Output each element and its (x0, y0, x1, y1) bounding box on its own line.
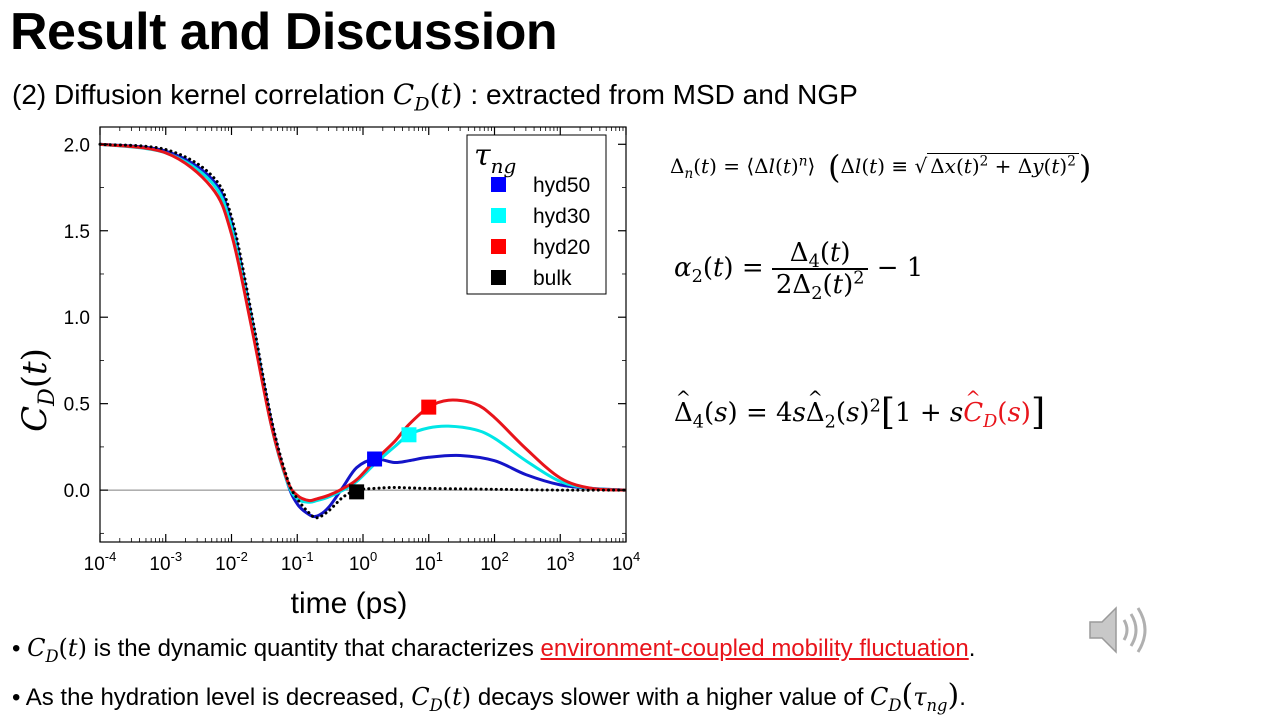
series-lines (98, 142, 628, 520)
tau-marker-hyd50 (367, 451, 383, 467)
slide-subtitle: (2) Diffusion kernel correlation CD(t) :… (12, 78, 858, 116)
legend-swatch-hyd30 (491, 208, 506, 223)
legend-swatch-bulk (491, 270, 506, 285)
legend-label-hyd20: hyd20 (533, 236, 590, 259)
tau-marker-hyd30 (401, 427, 417, 443)
legend-swatch-hyd20 (491, 239, 506, 254)
y-axis-ticks: 2.0 1.5 1.0 0.5 0.0 (64, 135, 626, 534)
x-axis-ticks: 10-4 10-3 10-2 10-1 100 101 102 103 104 (84, 127, 640, 575)
tau-marker-hyd20 (421, 399, 437, 415)
y-tick-label: 0.5 (64, 395, 90, 416)
legend-label-bulk: bulk (533, 267, 572, 290)
x-tick-label: 102 (480, 549, 508, 575)
x-tick-label: 103 (546, 549, 574, 575)
equation-alpha2: α2(t) = Δ4(t) 2Δ2(t)2 − 1 (674, 238, 924, 305)
cd-chart: 10-4 10-3 10-2 10-1 100 101 102 103 104 2.0 1.5 1.… (15, 126, 640, 620)
x-tick-label: 101 (415, 549, 443, 575)
subtitle-suffix: : extracted from MSD and NGP (462, 79, 858, 110)
bullet-1: • CD(t) is the dynamic quantity that cha… (12, 634, 976, 666)
y-tick-label: 1.5 (64, 222, 90, 243)
speaker-icon[interactable] (1086, 600, 1156, 660)
y-tick-label: 1.0 (64, 308, 90, 329)
y-tick-label: 0.0 (64, 481, 90, 502)
series-markers (349, 399, 437, 500)
bullet-2: • As the hydration level is decreased, C… (12, 678, 966, 715)
series-line-bulk (98, 142, 628, 520)
legend-label-hyd50: hyd50 (533, 174, 590, 197)
legend-label-hyd30: hyd30 (533, 205, 590, 228)
equation-delta4-hat: Δ4(s) = 4sΔ2(s)2[1 + sCD(s)] (674, 388, 1045, 433)
x-tick-label: 10-3 (149, 549, 182, 575)
equation-delta-n: Δn(t) = ⟨Δl(t)n⟩ (Δl(t) ≡ √ Δx(t)2 + Δy(t… (670, 148, 1092, 186)
environment-coupled-link[interactable]: environment-coupled mobility fluctuation (540, 635, 969, 662)
tau-marker-bulk (349, 484, 365, 500)
x-tick-label: 104 (612, 549, 640, 575)
subtitle-math-cd: CD (392, 78, 430, 116)
slide-title: Result and Discussion (10, 3, 558, 61)
y-tick-label: 2.0 (64, 135, 90, 156)
x-tick-label: 10-2 (215, 549, 248, 575)
svg-text:CD(t): CD(t) (15, 348, 60, 432)
x-tick-label: 100 (349, 549, 377, 575)
y-axis-label: CD(t) (15, 348, 60, 432)
legend-swatch-hyd50 (491, 177, 506, 192)
subtitle-prefix: (2) Diffusion kernel correlation (12, 79, 393, 110)
x-tick-label: 10-1 (281, 549, 314, 575)
x-axis-label: time (ps) (291, 587, 408, 620)
series-line-hyd20 (99, 142, 627, 503)
x-tick-label: 10-4 (84, 549, 117, 575)
